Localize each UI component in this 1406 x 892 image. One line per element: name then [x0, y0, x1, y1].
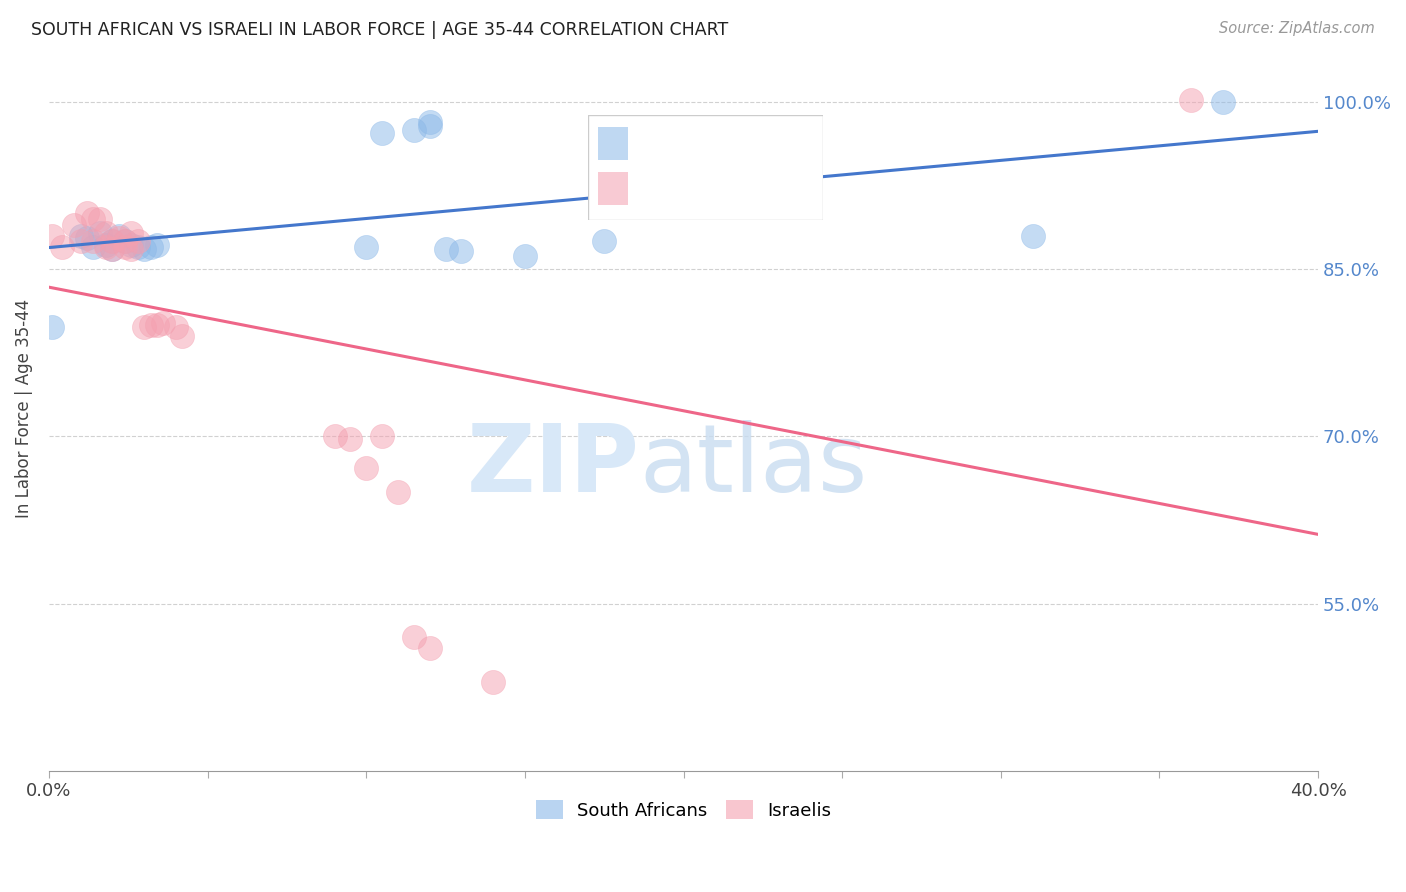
Point	[82, 211, 104, 226]
Point	[69, 228, 91, 243]
Point	[513, 249, 536, 263]
Point	[482, 674, 505, 689]
Point	[69, 234, 91, 248]
Point	[41, 320, 63, 334]
Point	[101, 242, 124, 256]
Point	[89, 211, 111, 226]
Point	[41, 228, 63, 243]
Point	[107, 231, 129, 245]
Point	[89, 227, 111, 241]
Point	[94, 227, 117, 241]
Point	[139, 240, 162, 254]
Point	[1180, 93, 1202, 107]
Point	[323, 429, 346, 443]
Text: atlas: atlas	[640, 420, 868, 512]
Point	[101, 234, 124, 248]
Point	[172, 329, 194, 343]
Text: SOUTH AFRICAN VS ISRAELI IN LABOR FORCE | AGE 35-44 CORRELATION CHART: SOUTH AFRICAN VS ISRAELI IN LABOR FORCE …	[31, 21, 728, 39]
Point	[371, 126, 394, 140]
Point	[63, 218, 86, 232]
Point	[1212, 95, 1234, 109]
Point	[339, 432, 361, 446]
Legend: South Africans, Israelis: South Africans, Israelis	[529, 793, 838, 827]
Point	[419, 641, 441, 656]
Point	[114, 240, 136, 254]
Point	[1021, 228, 1043, 243]
Point	[51, 240, 73, 254]
Y-axis label: In Labor Force | Age 35-44: In Labor Force | Age 35-44	[15, 299, 32, 518]
Point	[450, 244, 472, 259]
Point	[146, 237, 169, 252]
Point	[76, 206, 98, 220]
Point	[101, 234, 124, 248]
Point	[434, 242, 457, 256]
Point	[121, 227, 143, 241]
Point	[114, 234, 136, 248]
Point	[121, 242, 143, 256]
Point	[82, 234, 104, 248]
Point	[94, 237, 117, 252]
Point	[356, 460, 378, 475]
Point	[101, 242, 124, 256]
Point	[419, 115, 441, 129]
Point	[402, 630, 425, 644]
Point	[387, 485, 409, 500]
Point	[419, 120, 441, 134]
Text: ZIP: ZIP	[467, 420, 640, 512]
Point	[371, 429, 394, 443]
Point	[402, 123, 425, 137]
Point	[165, 320, 187, 334]
Point	[127, 234, 149, 248]
Point	[76, 231, 98, 245]
Point	[134, 242, 156, 256]
Point	[94, 240, 117, 254]
Point	[593, 234, 616, 248]
Point	[114, 234, 136, 248]
Point	[134, 320, 156, 334]
Point	[152, 316, 174, 330]
Point	[139, 318, 162, 332]
Point	[82, 240, 104, 254]
Point	[121, 237, 143, 252]
Point	[146, 318, 169, 332]
Point	[127, 240, 149, 254]
Point	[356, 240, 378, 254]
Point	[107, 228, 129, 243]
Text: Source: ZipAtlas.com: Source: ZipAtlas.com	[1219, 21, 1375, 37]
